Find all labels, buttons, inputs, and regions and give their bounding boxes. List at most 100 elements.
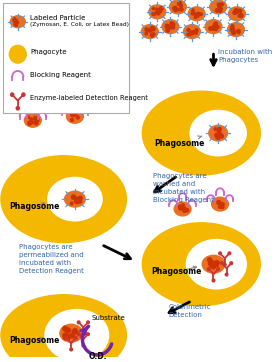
Circle shape — [71, 114, 74, 117]
Circle shape — [145, 28, 148, 30]
Circle shape — [179, 4, 182, 7]
Circle shape — [214, 22, 218, 26]
Circle shape — [179, 207, 182, 210]
Circle shape — [178, 205, 182, 209]
Circle shape — [74, 113, 77, 115]
Circle shape — [157, 12, 160, 15]
Circle shape — [82, 332, 85, 335]
Circle shape — [215, 9, 219, 12]
Circle shape — [187, 29, 190, 31]
Circle shape — [219, 7, 221, 9]
Circle shape — [76, 116, 79, 119]
Circle shape — [174, 8, 177, 12]
Text: Phagosome: Phagosome — [152, 266, 202, 276]
Circle shape — [216, 133, 219, 136]
Ellipse shape — [190, 110, 246, 156]
Circle shape — [151, 28, 155, 31]
Circle shape — [156, 8, 158, 10]
Circle shape — [218, 128, 221, 131]
Circle shape — [187, 29, 190, 31]
Circle shape — [219, 252, 221, 255]
Circle shape — [145, 29, 148, 31]
Ellipse shape — [60, 324, 82, 342]
Circle shape — [173, 7, 177, 10]
Circle shape — [237, 29, 240, 33]
Text: Phagosome: Phagosome — [9, 202, 60, 211]
Circle shape — [213, 25, 215, 27]
FancyBboxPatch shape — [3, 3, 129, 113]
Circle shape — [219, 3, 222, 6]
Circle shape — [219, 9, 222, 12]
Circle shape — [217, 268, 220, 270]
Text: Labeled Particle: Labeled Particle — [30, 15, 85, 21]
Ellipse shape — [202, 255, 225, 273]
Circle shape — [228, 252, 231, 255]
Circle shape — [215, 133, 218, 137]
Circle shape — [223, 263, 226, 266]
Circle shape — [218, 206, 221, 208]
Circle shape — [71, 118, 73, 122]
Circle shape — [156, 11, 158, 14]
Circle shape — [200, 13, 202, 16]
Circle shape — [238, 31, 240, 34]
Circle shape — [232, 31, 235, 34]
Circle shape — [34, 117, 37, 120]
Circle shape — [82, 344, 85, 347]
Circle shape — [213, 24, 216, 28]
Circle shape — [218, 5, 221, 9]
Circle shape — [152, 7, 155, 10]
Circle shape — [159, 10, 162, 13]
Circle shape — [209, 263, 213, 267]
Circle shape — [75, 197, 78, 201]
Circle shape — [215, 264, 218, 267]
Circle shape — [71, 113, 74, 116]
Circle shape — [166, 28, 169, 32]
Circle shape — [66, 328, 71, 333]
Circle shape — [169, 25, 173, 29]
Circle shape — [209, 261, 212, 265]
Circle shape — [73, 114, 75, 117]
Circle shape — [220, 7, 222, 10]
Circle shape — [197, 14, 199, 17]
Circle shape — [217, 3, 220, 6]
Circle shape — [207, 268, 210, 270]
Circle shape — [17, 21, 18, 24]
Circle shape — [75, 200, 79, 203]
Ellipse shape — [228, 23, 244, 37]
Circle shape — [214, 23, 216, 25]
Text: Substrate: Substrate — [92, 315, 125, 321]
Circle shape — [70, 111, 73, 114]
Circle shape — [70, 348, 73, 351]
Circle shape — [13, 17, 15, 20]
Text: Enzyme-labeled Detection Reagent: Enzyme-labeled Detection Reagent — [30, 94, 148, 101]
Circle shape — [27, 116, 29, 118]
Circle shape — [87, 333, 89, 336]
Circle shape — [194, 13, 197, 16]
Circle shape — [183, 207, 186, 210]
Circle shape — [170, 24, 174, 27]
Circle shape — [77, 321, 80, 324]
Text: Phagosome: Phagosome — [9, 336, 60, 345]
Circle shape — [78, 199, 82, 203]
Ellipse shape — [174, 202, 191, 216]
Circle shape — [233, 11, 236, 14]
Circle shape — [158, 9, 160, 12]
Text: Phagocyte: Phagocyte — [30, 49, 66, 55]
Circle shape — [87, 321, 89, 324]
Circle shape — [213, 27, 216, 30]
Ellipse shape — [1, 156, 126, 243]
Circle shape — [221, 205, 224, 209]
Circle shape — [66, 334, 71, 339]
Ellipse shape — [188, 7, 205, 21]
Circle shape — [175, 9, 177, 11]
Circle shape — [217, 201, 221, 204]
Circle shape — [173, 7, 177, 10]
Circle shape — [192, 30, 195, 34]
Circle shape — [16, 106, 19, 110]
Ellipse shape — [24, 113, 41, 127]
Circle shape — [220, 134, 223, 138]
Circle shape — [232, 29, 235, 32]
Circle shape — [239, 14, 243, 17]
Ellipse shape — [45, 310, 109, 361]
Circle shape — [172, 23, 175, 26]
